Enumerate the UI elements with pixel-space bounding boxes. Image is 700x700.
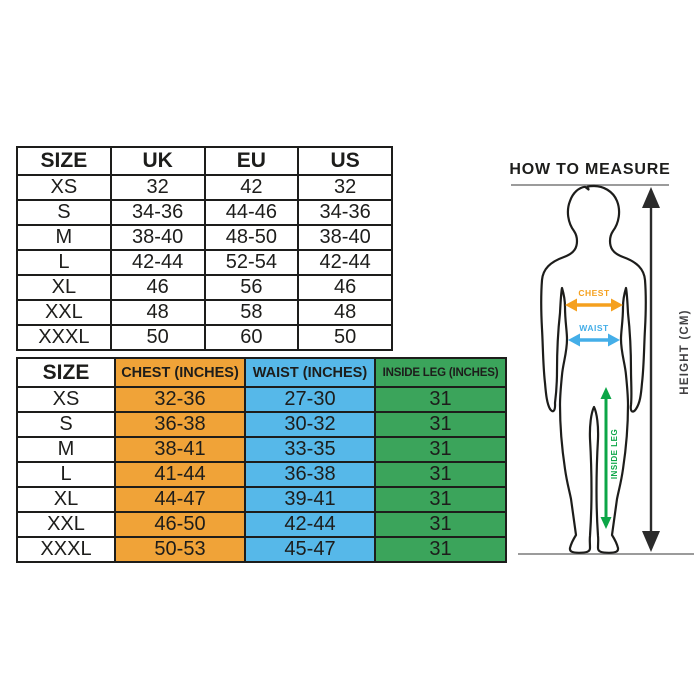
table-row: M 38-40 48-50 38-40 <box>16 224 393 251</box>
table-row: XL 44-47 39-41 31 <box>16 486 507 513</box>
column-header-waist: WAIST (INCHES) <box>244 357 376 388</box>
how-to-measure-title: HOW TO MEASURE <box>509 161 671 178</box>
inside-leg-cell: 31 <box>374 486 507 513</box>
size-cell: S <box>16 199 112 226</box>
eu-cell: 52-54 <box>203 249 300 276</box>
table-row: S 36-38 30-32 31 <box>16 411 507 438</box>
size-cell: XL <box>16 486 116 513</box>
waist-cell: 39-41 <box>244 486 376 513</box>
waist-cell: 30-32 <box>244 411 376 438</box>
column-header-size: SIZE <box>16 357 116 388</box>
uk-cell: 46 <box>109 274 206 301</box>
inside-leg-arrow <box>600 387 612 529</box>
chest-arrow-label: CHEST <box>578 288 610 298</box>
uk-cell: 42-44 <box>109 249 206 276</box>
chest-cell: 44-47 <box>114 486 246 513</box>
size-cell: S <box>16 411 116 438</box>
column-header-us: US <box>297 146 393 176</box>
size-cell: M <box>16 436 116 463</box>
chest-arrow <box>565 298 623 312</box>
column-header-eu: EU <box>203 146 300 176</box>
chest-cell: 36-38 <box>114 411 246 438</box>
inside-leg-cell: 31 <box>374 536 507 563</box>
size-conversion-table: SIZE UK EU US XS 32 42 32 S 34-36 44-46 … <box>16 146 393 351</box>
height-arrow <box>642 187 660 552</box>
uk-cell: 38-40 <box>109 224 206 251</box>
column-header-uk: UK <box>109 146 206 176</box>
uk-cell: 32 <box>109 174 206 201</box>
table-row: L 41-44 36-38 31 <box>16 461 507 488</box>
table-row: L 42-44 52-54 42-44 <box>16 249 393 276</box>
us-cell: 50 <box>297 324 393 351</box>
us-cell: 32 <box>297 174 393 201</box>
eu-cell: 60 <box>203 324 300 351</box>
table-row: XS 32-36 27-30 31 <box>16 386 507 413</box>
chest-cell: 46-50 <box>114 511 246 538</box>
size-cell: L <box>16 461 116 488</box>
waist-cell: 33-35 <box>244 436 376 463</box>
size-cell: M <box>16 224 112 251</box>
waist-cell: 36-38 <box>244 461 376 488</box>
chest-cell: 41-44 <box>114 461 246 488</box>
waist-cell: 42-44 <box>244 511 376 538</box>
inside-leg-cell: 31 <box>374 411 507 438</box>
eu-cell: 48-50 <box>203 224 300 251</box>
us-cell: 46 <box>297 274 393 301</box>
inside-leg-cell: 31 <box>374 461 507 488</box>
chest-cell: 38-41 <box>114 436 246 463</box>
height-arrow-label: HEIGHT (CM) <box>679 309 691 394</box>
table-header-row: SIZE UK EU US <box>16 146 393 176</box>
inside-leg-cell: 31 <box>374 511 507 538</box>
table-row: S 34-36 44-46 34-36 <box>16 199 393 226</box>
eu-cell: 44-46 <box>203 199 300 226</box>
eu-cell: 56 <box>203 274 300 301</box>
table-row: XXL 46-50 42-44 31 <box>16 511 507 538</box>
column-header-inside-leg: INSIDE LEG (INCHES) <box>374 357 507 388</box>
size-cell: XXXL <box>16 324 112 351</box>
table-row: XXXL 50 60 50 <box>16 324 393 351</box>
size-cell: XL <box>16 274 112 301</box>
table-row: XXXL 50-53 45-47 31 <box>16 536 507 563</box>
inside-leg-arrow-label: INSIDE LEG <box>610 429 619 479</box>
table-header-row: SIZE CHEST (INCHES) WAIST (INCHES) INSID… <box>16 357 507 388</box>
size-cell: L <box>16 249 112 276</box>
uk-cell: 34-36 <box>109 199 206 226</box>
size-cell: XS <box>16 174 112 201</box>
waist-cell: 27-30 <box>244 386 376 413</box>
size-cell: XS <box>16 386 116 413</box>
child-body-outline <box>540 184 647 554</box>
eu-cell: 42 <box>203 174 300 201</box>
eu-cell: 58 <box>203 299 300 326</box>
inside-leg-cell: 31 <box>374 436 507 463</box>
inside-leg-cell: 31 <box>374 386 507 413</box>
uk-cell: 48 <box>109 299 206 326</box>
table-row: XXL 48 58 48 <box>16 299 393 326</box>
chest-cell: 50-53 <box>114 536 246 563</box>
size-cell: XXL <box>16 511 116 538</box>
how-to-measure-diagram: CHEST WAIST INSIDE LEG HEIGHT (CM) <box>511 184 694 555</box>
waist-arrow <box>568 333 620 347</box>
us-cell: 48 <box>297 299 393 326</box>
uk-cell: 50 <box>109 324 206 351</box>
table-row: XL 46 56 46 <box>16 274 393 301</box>
size-cell: XXL <box>16 299 112 326</box>
us-cell: 38-40 <box>297 224 393 251</box>
body-measurements-table: SIZE CHEST (INCHES) WAIST (INCHES) INSID… <box>16 357 507 563</box>
chest-cell: 32-36 <box>114 386 246 413</box>
column-header-chest: CHEST (INCHES) <box>114 357 246 388</box>
us-cell: 42-44 <box>297 249 393 276</box>
table-row: M 38-41 33-35 31 <box>16 436 507 463</box>
size-cell: XXXL <box>16 536 116 563</box>
column-header-size: SIZE <box>16 146 112 176</box>
table-row: XS 32 42 32 <box>16 174 393 201</box>
waist-cell: 45-47 <box>244 536 376 563</box>
us-cell: 34-36 <box>297 199 393 226</box>
waist-arrow-label: WAIST <box>579 323 609 333</box>
